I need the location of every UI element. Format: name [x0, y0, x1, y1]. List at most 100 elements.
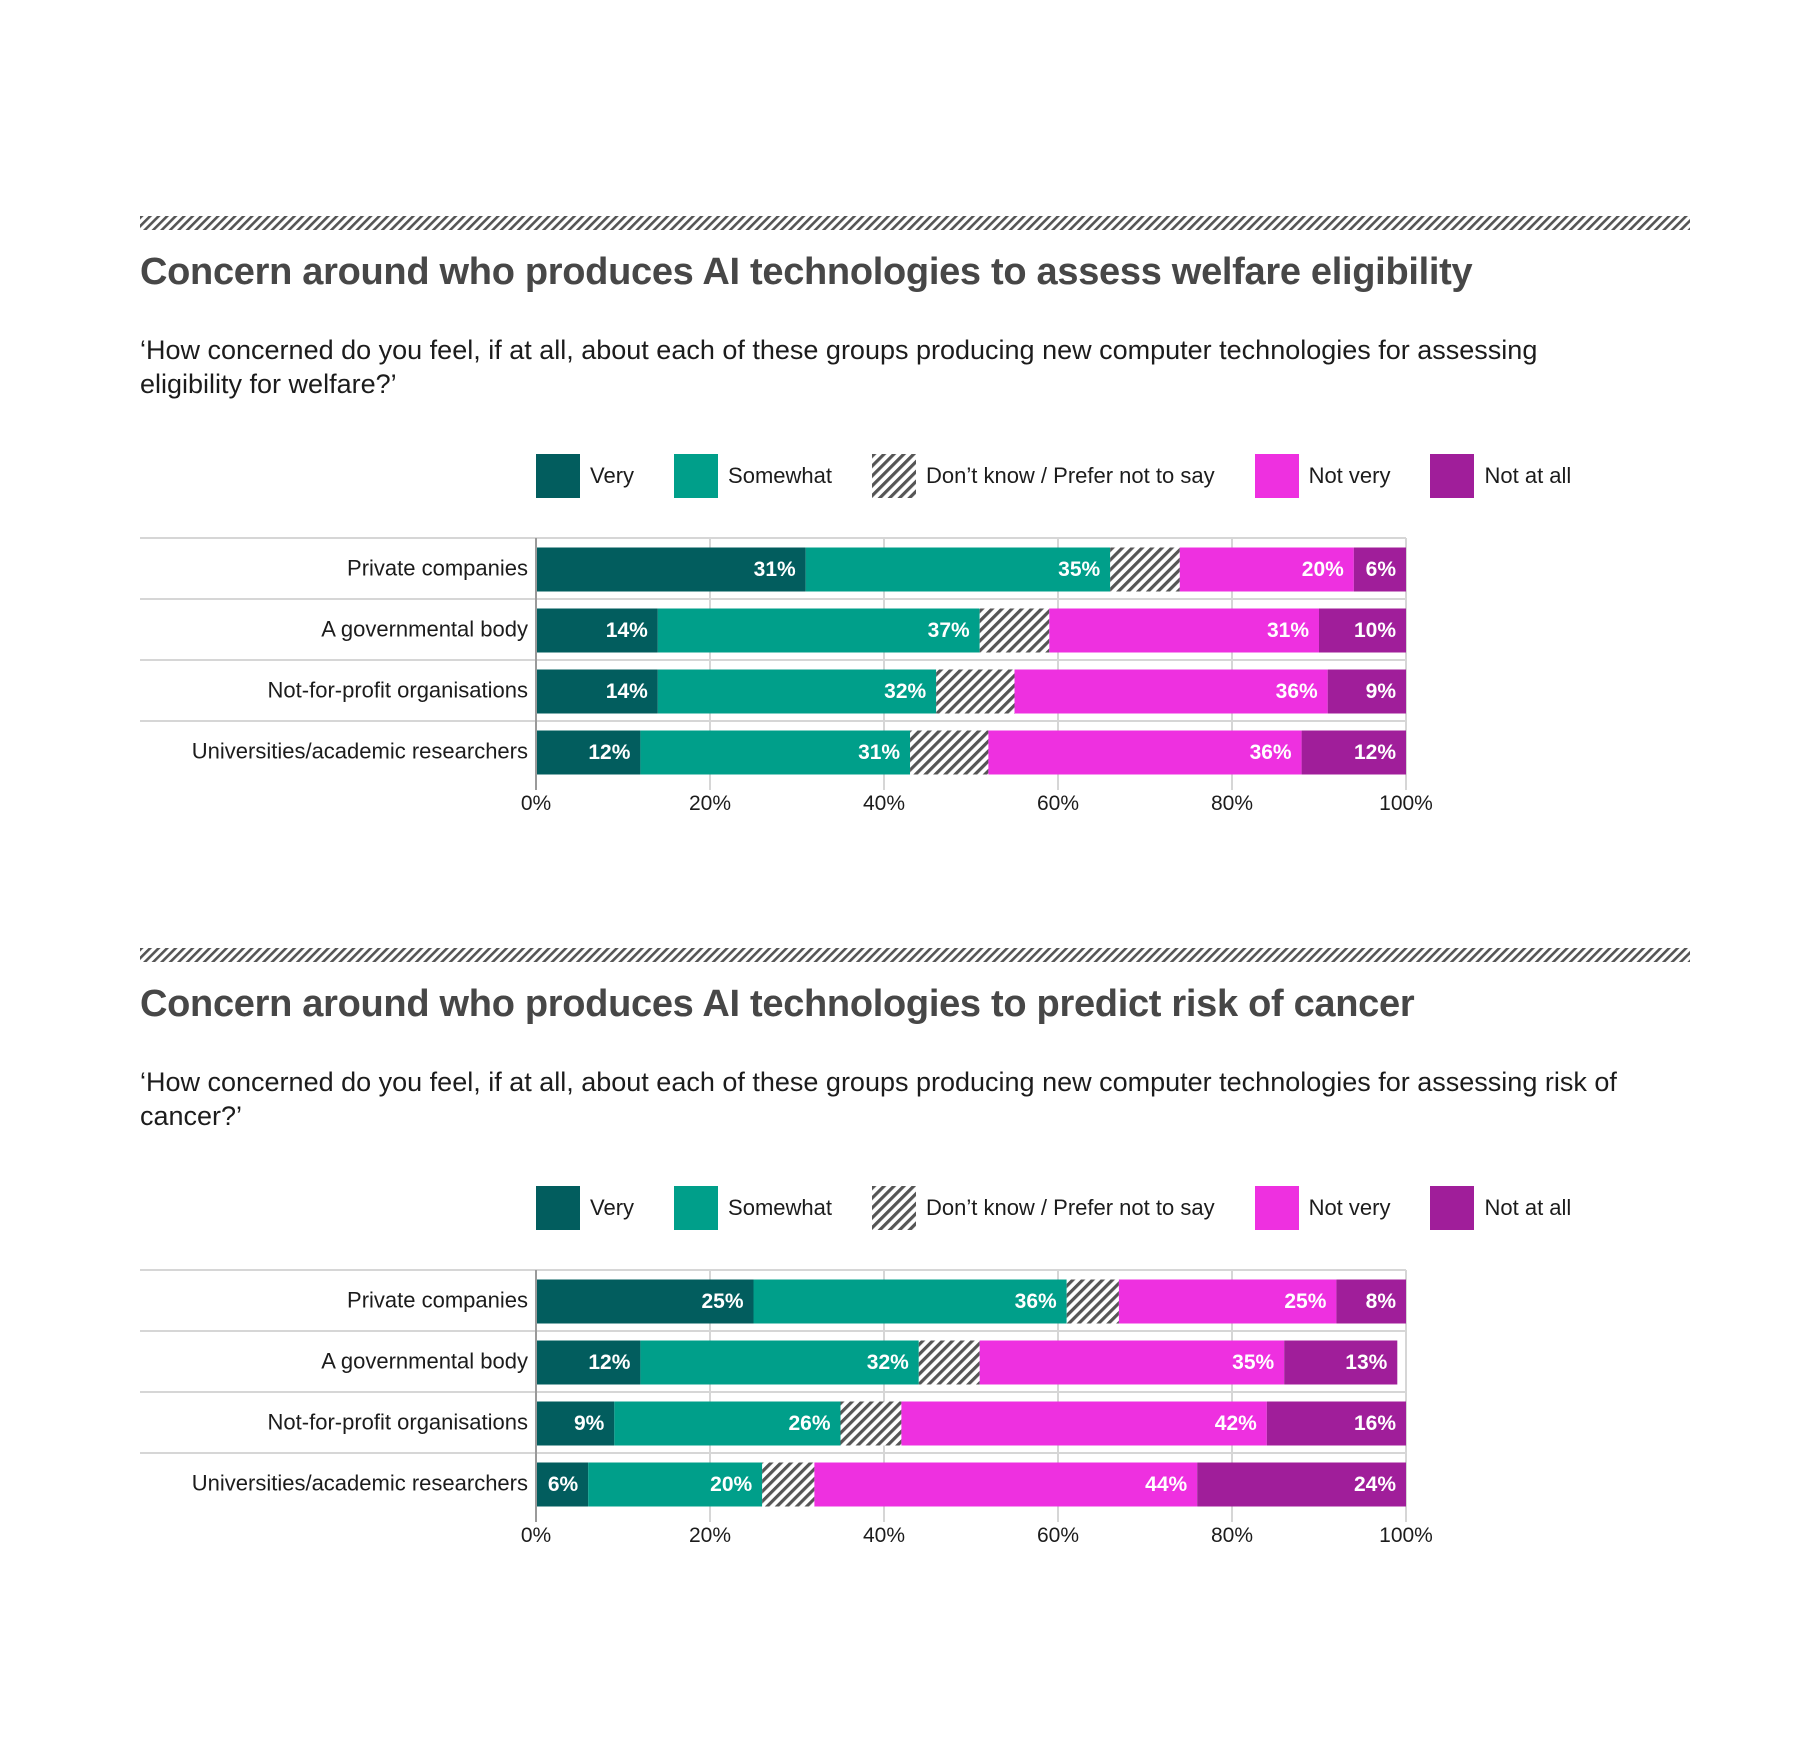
bar-segment-don-t-know-prefer-not-to-say — [1110, 547, 1180, 592]
legend-item-dont-know: Don’t know / Prefer not to say — [871, 1186, 1215, 1230]
value-label-not-at-all: 9% — [1366, 680, 1397, 703]
bar-segment-not-at-all — [1353, 547, 1406, 592]
legend-label-not-very: Not very — [1308, 1195, 1391, 1220]
bar-segment-not-at-all — [1327, 669, 1406, 714]
bar-segment-don-t-know-prefer-not-to-say — [762, 1462, 815, 1507]
value-label-not-at-all: 16% — [1354, 1412, 1396, 1435]
x-tick-label: 60% — [1037, 792, 1079, 815]
chart-panel-cancer: Concern around who produces AI technolog… — [140, 948, 1690, 1547]
category-label-not-for-profit-organisations: Not-for-profit organisations — [268, 1409, 528, 1434]
bar-segment-not-very — [901, 1401, 1267, 1446]
bar-segment-don-t-know-prefer-not-to-say — [979, 608, 1050, 653]
legend-label-not-at-all: Not at all — [1484, 463, 1572, 488]
value-label-somewhat: 20% — [710, 1473, 752, 1496]
x-tick-label: 100% — [1379, 792, 1433, 815]
bar-segment-don-t-know-prefer-not-to-say — [840, 1401, 902, 1446]
bar-segment-somewhat — [657, 669, 937, 714]
category-label-private-companies: Private companies — [347, 555, 528, 580]
legend-label-dont-know: Don’t know / Prefer not to say — [925, 463, 1215, 488]
value-label-very: 12% — [588, 1351, 630, 1374]
value-label-very: 9% — [574, 1412, 605, 1435]
category-label-a-governmental-body: A governmental body — [321, 616, 528, 641]
bar-segment-somewhat — [657, 608, 980, 653]
value-label-not-very: 36% — [1276, 680, 1318, 703]
value-label-very: 6% — [548, 1473, 579, 1496]
bar-segment-not-very — [1014, 669, 1328, 714]
value-label-not-at-all: 12% — [1354, 741, 1396, 764]
bar-segment-very — [536, 608, 658, 653]
legend-item-somewhat: Somewhat — [674, 454, 832, 498]
legend-label-not-very: Not very — [1308, 463, 1391, 488]
bar-segment-very — [536, 1279, 754, 1324]
bar-segment-somewhat — [640, 1340, 919, 1385]
legend-item-very: Very — [536, 1186, 634, 1230]
value-label-somewhat: 32% — [867, 1351, 909, 1374]
category-label-private-companies: Private companies — [347, 1287, 528, 1312]
value-label-very: 14% — [606, 619, 648, 642]
legend-label-very: Very — [590, 1195, 635, 1220]
value-label-not-very: 42% — [1215, 1412, 1257, 1435]
bar-segment-somewhat — [588, 1462, 763, 1507]
bar-segment-not-very — [988, 730, 1302, 775]
bar-segment-somewhat — [614, 1401, 841, 1446]
bar-segment-very — [536, 1401, 615, 1446]
bar-segment-not-at-all — [1284, 1340, 1398, 1385]
stacked-bar-chart-cancer: Private companies 25% 36% 25% 8% A government… — [140, 1269, 1433, 1547]
value-label-not-very: 20% — [1302, 558, 1344, 581]
category-label-universities-academic-researchers: Universities/academic researchers — [192, 1470, 528, 1495]
value-label-somewhat: 35% — [1058, 558, 1100, 581]
legend-label-somewhat: Somewhat — [728, 463, 832, 488]
legend-item-not-very: Not very — [1254, 454, 1391, 498]
hatched-divider — [140, 948, 1690, 962]
x-tick-label: 60% — [1037, 1524, 1079, 1547]
value-label-not-very: 25% — [1284, 1290, 1326, 1313]
value-label-not-at-all: 13% — [1345, 1351, 1387, 1374]
category-label-a-governmental-body: A governmental body — [321, 1348, 528, 1373]
legend-item-not-at-all: Not at all — [1430, 1186, 1571, 1230]
legend-item-dont-know: Don’t know / Prefer not to say — [871, 454, 1215, 498]
legend-swatch-not-very — [1254, 1186, 1299, 1230]
x-tick-label: 20% — [689, 792, 731, 815]
x-tick-label: 100% — [1379, 1524, 1433, 1547]
bar-segment-not-very — [1179, 547, 1354, 592]
value-label-not-at-all: 6% — [1366, 558, 1397, 581]
value-label-not-at-all: 24% — [1354, 1473, 1396, 1496]
chart-title: Concern around who produces AI technolog… — [140, 983, 1415, 1025]
value-label-very: 31% — [754, 558, 796, 581]
legend-swatch-very — [536, 454, 580, 498]
chart-panel-welfare: Concern around who produces AI technolog… — [140, 216, 1690, 815]
bar-segment-somewhat — [753, 1279, 1067, 1324]
bar-segment-not-at-all — [1336, 1279, 1406, 1324]
legend-item-somewhat: Somewhat — [674, 1186, 832, 1230]
legend-item-very: Very — [536, 454, 634, 498]
bar-segment-not-at-all — [1266, 1401, 1406, 1446]
legend-label-dont-know: Don’t know / Prefer not to say — [925, 1195, 1215, 1220]
legend-label-not-at-all: Not at all — [1484, 1195, 1572, 1220]
bar-segment-not-at-all — [1197, 1462, 1406, 1507]
legend-swatch-very — [536, 1186, 580, 1230]
value-label-not-at-all: 10% — [1354, 619, 1396, 642]
bar-segment-not-very — [979, 1340, 1285, 1385]
category-label-universities-academic-researchers: Universities/academic researchers — [192, 738, 528, 763]
value-label-very: 12% — [588, 741, 630, 764]
value-label-very: 14% — [606, 680, 648, 703]
bar-segment-not-very — [814, 1462, 1198, 1507]
x-tick-label: 0% — [521, 1524, 551, 1547]
chart-subtitle: ‘How concerned do you feel, if at all, a… — [140, 1067, 1617, 1131]
legend-swatch-not-at-all — [1430, 1186, 1475, 1230]
legend-item-not-very: Not very — [1254, 1186, 1391, 1230]
legend-swatch-not-at-all — [1430, 454, 1475, 498]
bar-segment-don-t-know-prefer-not-to-say — [910, 730, 989, 775]
bar-segment-somewhat — [640, 730, 911, 775]
x-tick-label: 20% — [689, 1524, 731, 1547]
bar-segment-not-very — [1118, 1279, 1337, 1324]
bar-segment-very — [536, 730, 641, 775]
bar-segment-don-t-know-prefer-not-to-say — [936, 669, 1015, 714]
value-label-not-very: 44% — [1145, 1473, 1187, 1496]
value-label-somewhat: 26% — [788, 1412, 830, 1435]
bar-segment-very — [536, 547, 806, 592]
x-tick-label: 80% — [1211, 792, 1253, 815]
value-label-somewhat: 31% — [858, 741, 900, 764]
chart-title: Concern around who produces AI technolog… — [140, 251, 1473, 293]
bar-segment-not-very — [1049, 608, 1319, 653]
